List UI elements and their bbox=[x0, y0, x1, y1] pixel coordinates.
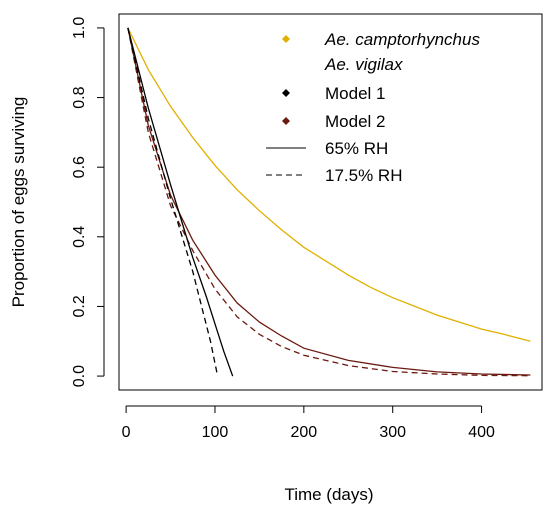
y-tick-label: 0.6 bbox=[71, 156, 88, 178]
x-tick-label: 0 bbox=[122, 424, 131, 441]
x-tick-label: 400 bbox=[468, 424, 495, 441]
y-tick-label: 0.2 bbox=[71, 295, 88, 317]
series-line-1 bbox=[127, 27, 531, 376]
x-axis-title: Time (days) bbox=[284, 485, 373, 504]
series-line-3 bbox=[127, 27, 234, 377]
x-tick-label: 100 bbox=[202, 424, 229, 441]
y-axis: 0.0 0.2 0.4 0.6 0.8 1.0 bbox=[71, 17, 105, 387]
series-line-0 bbox=[127, 27, 531, 342]
plot-frame bbox=[118, 13, 543, 391]
legend-label-model-2: Model 2 bbox=[325, 112, 385, 131]
y-axis-title: Proportion of eggs surviving bbox=[9, 97, 28, 308]
x-tick-label: 200 bbox=[290, 424, 317, 441]
series-layer bbox=[127, 27, 531, 377]
x-axis: 0 100 200 300 400 bbox=[122, 405, 495, 441]
series-line-2 bbox=[127, 27, 531, 377]
series-line-4 bbox=[127, 27, 219, 377]
legend-marker-model-2 bbox=[282, 117, 290, 125]
legend-marker-model-1 bbox=[282, 89, 290, 97]
y-tick-label: 0.0 bbox=[71, 365, 88, 387]
legend-label-ae-vigilax: Ae. vigilax bbox=[324, 55, 403, 74]
legend: Ae. camptorhynchus Ae. vigilax Model 1 M… bbox=[266, 30, 480, 185]
legend-label-17-5-rh: 17.5% RH bbox=[325, 166, 402, 185]
legend-label-model-1: Model 1 bbox=[325, 84, 385, 103]
y-tick-label: 0.8 bbox=[71, 86, 88, 108]
legend-marker-ae-camptorhynchus bbox=[282, 35, 290, 43]
legend-label-65-rh: 65% RH bbox=[325, 139, 388, 158]
legend-label-ae-camptorhynchus: Ae. camptorhynchus bbox=[324, 30, 480, 49]
y-tick-label: 0.4 bbox=[71, 226, 88, 248]
x-tick-label: 300 bbox=[379, 424, 406, 441]
y-tick-label: 1.0 bbox=[71, 17, 88, 39]
